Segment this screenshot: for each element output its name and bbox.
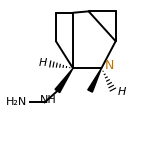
Text: NH: NH [40, 95, 57, 105]
Text: H₂N: H₂N [6, 97, 27, 107]
Text: N: N [104, 59, 114, 72]
Text: H: H [39, 58, 47, 68]
Polygon shape [88, 68, 101, 92]
Text: H: H [118, 87, 126, 97]
Polygon shape [55, 68, 73, 93]
